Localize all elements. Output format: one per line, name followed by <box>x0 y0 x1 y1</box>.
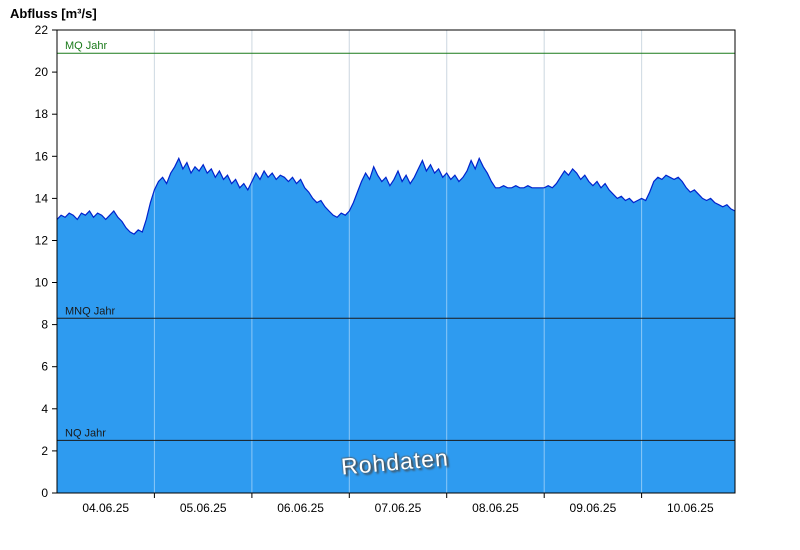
ref-line-label-nq-jahr: NQ Jahr <box>65 427 106 439</box>
discharge-area <box>57 158 735 493</box>
y-axis-tick-label: 8 <box>41 318 48 332</box>
y-axis-tick-label: 0 <box>41 486 48 500</box>
y-axis-tick-label: 2 <box>41 444 48 458</box>
y-axis-tick-label: 10 <box>35 276 49 290</box>
y-axis-tick-label: 14 <box>35 191 49 205</box>
x-axis-day-label: 05.06.25 <box>180 501 227 515</box>
y-axis-tick-label: 16 <box>35 149 49 163</box>
y-axis-tick-label: 4 <box>41 402 48 416</box>
x-axis-day-label: 08.06.25 <box>472 501 519 515</box>
y-axis-tick-label: 18 <box>35 107 49 121</box>
x-axis-day-label: 04.06.25 <box>82 501 129 515</box>
ref-line-label-mq-jahr: MQ Jahr <box>65 40 108 52</box>
discharge-line <box>56 156 736 235</box>
x-axis-day-label: 10.06.25 <box>667 501 714 515</box>
y-axis-tick-label: 22 <box>35 23 49 37</box>
y-axis-tick-label: 20 <box>35 65 49 79</box>
ref-line-label-mnq-jahr: MNQ Jahr <box>65 305 115 317</box>
plot-border <box>56 29 736 494</box>
x-axis-day-label: 09.06.25 <box>570 501 617 515</box>
x-axis-day-label: 06.06.25 <box>277 501 324 515</box>
y-axis-title: Abfluss [m³/s] <box>10 6 97 21</box>
y-axis-tick-label: 12 <box>35 234 49 248</box>
x-axis-day-label: 07.06.25 <box>375 501 422 515</box>
y-axis-tick-label: 6 <box>41 360 48 374</box>
